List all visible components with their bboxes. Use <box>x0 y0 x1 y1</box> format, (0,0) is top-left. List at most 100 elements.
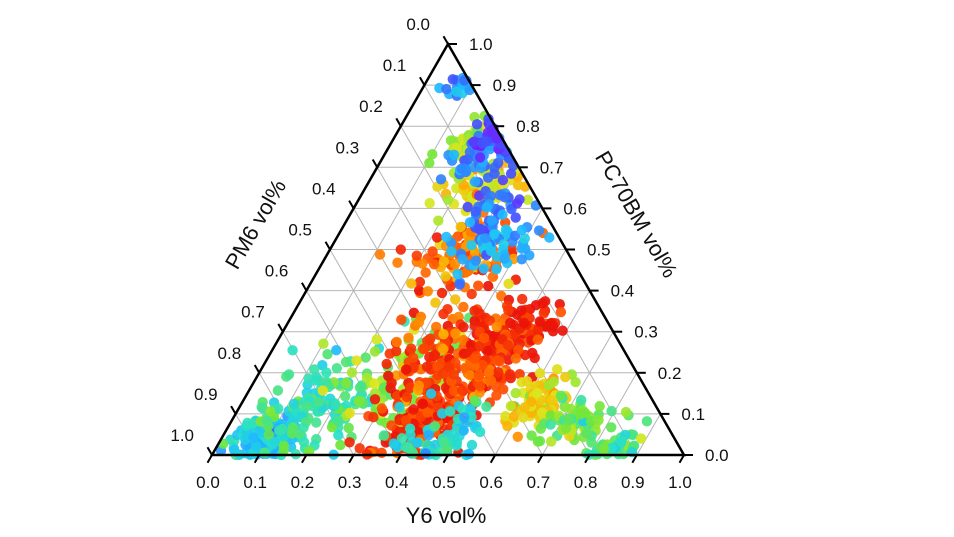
data-point <box>436 287 448 299</box>
data-point <box>374 249 386 260</box>
data-point <box>451 86 462 97</box>
data-point <box>259 447 270 458</box>
data-point <box>400 415 411 426</box>
data-point <box>518 317 530 329</box>
data-point <box>464 217 476 228</box>
data-point <box>593 414 604 426</box>
data-point <box>414 276 426 288</box>
data-point <box>386 377 397 389</box>
left-tick <box>419 76 426 86</box>
data-point <box>422 407 433 418</box>
data-point <box>344 407 355 419</box>
data-point <box>361 372 373 384</box>
data-point <box>405 343 417 354</box>
grid-line <box>258 84 473 456</box>
bottom-tick <box>631 454 638 464</box>
data-point <box>368 412 379 423</box>
data-point <box>620 406 632 418</box>
data-point <box>513 344 524 356</box>
data-point <box>635 433 647 444</box>
data-point <box>241 420 252 431</box>
bottom-tick <box>253 454 261 464</box>
data-point <box>546 395 557 406</box>
data-point <box>424 157 435 169</box>
data-point <box>606 405 617 417</box>
data-point <box>309 364 320 375</box>
data-point <box>486 215 497 226</box>
bottom-axis-title: Y6 vol% <box>406 503 487 528</box>
data-point <box>491 264 502 275</box>
data-point <box>479 332 490 344</box>
right-tick-label: 0.4 <box>611 282 635 301</box>
data-point <box>474 224 485 235</box>
data-point <box>537 298 548 309</box>
data-point <box>534 316 545 327</box>
data-point <box>322 349 333 360</box>
data-point <box>456 385 468 396</box>
data-point <box>627 429 639 440</box>
data-point <box>474 152 486 163</box>
data-point <box>369 378 380 389</box>
data-point <box>494 356 505 367</box>
data-point <box>581 428 592 439</box>
data-point <box>532 387 543 399</box>
data-point <box>335 439 346 451</box>
left-tick-label: 0.1 <box>383 56 407 75</box>
data-point <box>462 154 473 165</box>
data-point <box>404 423 416 434</box>
data-point <box>431 321 442 333</box>
data-point <box>450 328 461 339</box>
data-point <box>548 376 559 387</box>
data-point <box>546 436 557 447</box>
data-point <box>510 212 521 223</box>
data-point <box>429 421 441 432</box>
data-point <box>491 390 502 401</box>
data-point <box>505 168 517 179</box>
data-point <box>541 321 553 332</box>
data-point <box>576 394 587 406</box>
data-point <box>438 256 450 267</box>
data-point <box>462 201 473 213</box>
data-point <box>606 422 617 433</box>
data-point <box>419 343 430 354</box>
data-point <box>369 394 381 405</box>
left-tick <box>301 282 308 292</box>
data-point <box>469 395 480 406</box>
data-point <box>545 410 556 421</box>
data-point <box>360 352 371 363</box>
data-point <box>376 447 387 458</box>
data-point <box>404 382 416 394</box>
left-tick-label: 0.3 <box>336 138 360 157</box>
data-point <box>555 306 567 318</box>
right-tick-label: 1.0 <box>469 35 493 54</box>
data-point <box>317 385 328 396</box>
data-point <box>499 253 510 264</box>
data-point <box>598 443 610 454</box>
data-point <box>450 294 461 305</box>
data-point <box>481 401 492 412</box>
data-point <box>586 437 597 448</box>
data-point <box>422 286 433 297</box>
data-point <box>519 402 530 413</box>
data-point <box>606 442 617 454</box>
left-tick-label: 1.0 <box>170 426 194 445</box>
data-point <box>261 415 273 426</box>
left-tick-label: 0.8 <box>218 344 242 363</box>
data-point <box>545 419 556 430</box>
data-point <box>505 400 517 412</box>
data-point <box>503 278 514 289</box>
data-point <box>451 437 463 448</box>
data-point <box>510 353 522 364</box>
data-point <box>477 359 488 371</box>
data-point <box>326 422 338 433</box>
data-point <box>391 336 402 348</box>
data-point <box>505 317 516 329</box>
data-point <box>433 215 444 226</box>
data-point <box>534 368 546 379</box>
data-point <box>251 441 262 452</box>
data-point <box>491 321 502 333</box>
data-point <box>469 353 480 364</box>
right-tick-label: 0.1 <box>681 405 705 424</box>
data-point <box>474 381 486 392</box>
data-point <box>500 411 511 422</box>
